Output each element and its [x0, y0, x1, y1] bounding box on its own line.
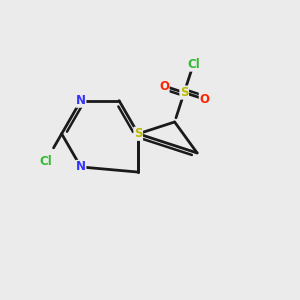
Text: N: N [76, 94, 86, 107]
Text: Cl: Cl [39, 155, 52, 168]
Text: S: S [180, 86, 188, 99]
Text: O: O [159, 80, 169, 92]
Text: N: N [76, 160, 86, 173]
Text: S: S [134, 127, 142, 140]
Text: Cl: Cl [187, 58, 200, 71]
Text: O: O [199, 93, 209, 106]
